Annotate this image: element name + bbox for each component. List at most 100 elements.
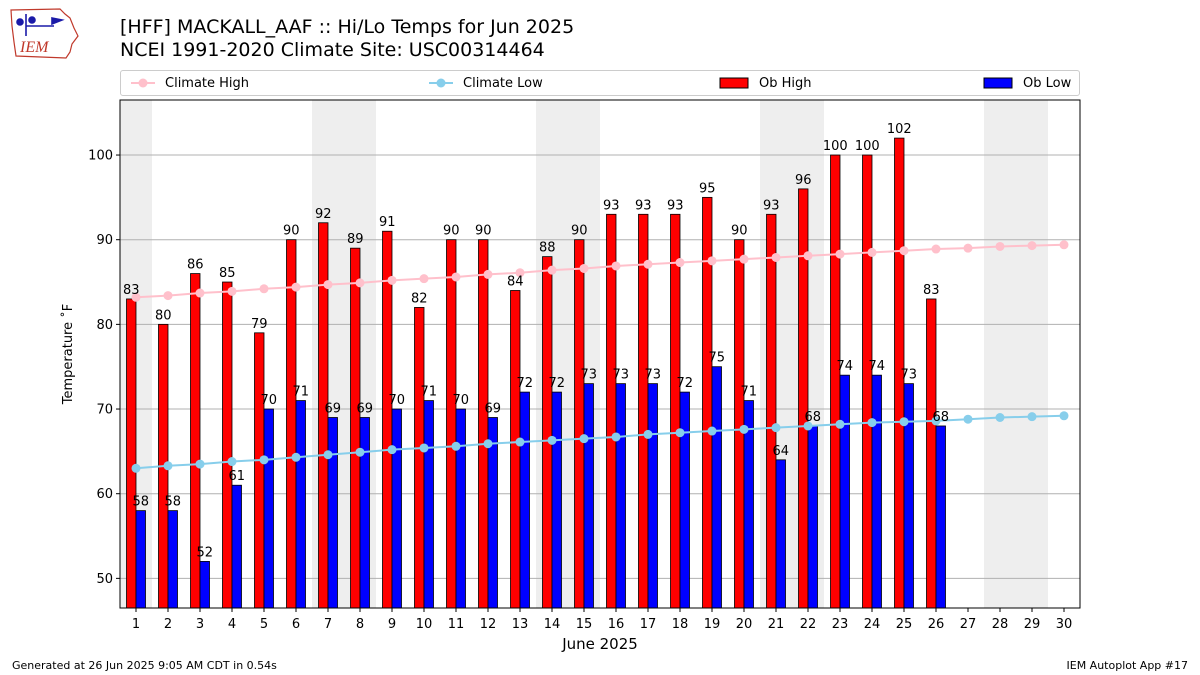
ob-high-bar <box>670 213 681 609</box>
ob-low-value-label: 71 <box>292 385 309 400</box>
climate-high-point <box>995 241 1005 251</box>
ob-high-value-label: 93 <box>603 198 620 213</box>
legend-climate-low: Climate Low <box>429 71 543 95</box>
y-tick-label: 60 <box>96 487 113 502</box>
climate-low-point <box>259 455 269 465</box>
ob-high-bar <box>510 290 521 609</box>
climate-high-point <box>963 243 973 253</box>
title-line-2: NCEI 1991-2020 Climate Site: USC00314464 <box>120 39 545 61</box>
legend-ob-low-label: Ob Low <box>1023 75 1072 91</box>
x-tick-label: 16 <box>608 617 625 632</box>
ob-high-value-label: 80 <box>155 308 172 323</box>
ob-low-value-label: 69 <box>356 402 373 417</box>
x-tick-label: 17 <box>640 617 657 632</box>
ob-high-value-label: 84 <box>507 275 524 290</box>
climate-high-point <box>611 261 621 271</box>
ob-high-bar <box>446 239 457 609</box>
climate-low-point <box>707 426 717 436</box>
x-tick-label: 11 <box>448 617 465 632</box>
iem-logo: IEM <box>10 8 79 59</box>
ob-high-bar <box>734 239 745 609</box>
legend-climate-high: Climate High <box>131 71 249 95</box>
x-tick-label: 25 <box>896 617 913 632</box>
ob-low-bar <box>871 374 882 609</box>
ob-high-value-label: 90 <box>571 224 588 239</box>
ob-low-value-label: 52 <box>196 545 213 560</box>
ob-low-bar <box>711 366 722 609</box>
climate-low-point <box>675 428 685 438</box>
climate-high-point <box>323 280 333 290</box>
ob-high-bar <box>126 298 137 609</box>
ob-high-value-label: 91 <box>379 215 396 230</box>
climate-high-point <box>419 274 429 284</box>
ob-high-value-label: 86 <box>187 258 204 273</box>
ob-high-bar <box>606 213 617 609</box>
climate-low-point <box>547 435 557 445</box>
climate-low-point <box>803 421 813 431</box>
climate-high-line <box>135 243 1065 299</box>
ob-high-bar <box>926 298 937 609</box>
ob-low-value-label: 68 <box>804 410 821 425</box>
y-tick-label: 70 <box>96 403 113 418</box>
ob-low-value-label: 64 <box>772 444 789 459</box>
ob-high-value-label: 93 <box>763 198 780 213</box>
ob-low-value-label: 69 <box>324 402 341 417</box>
climate-high-point <box>547 265 557 275</box>
ob-low-bar <box>455 408 466 609</box>
climate-low-point <box>419 443 429 453</box>
climate-low-point <box>771 423 781 433</box>
ob-high-value-label: 85 <box>219 266 236 281</box>
ob-high-bar <box>574 239 585 609</box>
climate-low-line-icon <box>429 78 453 88</box>
legend-ob-low: Ob Low <box>983 71 1071 95</box>
x-tick-label: 21 <box>768 617 785 632</box>
ob-high-bar <box>382 230 393 609</box>
climate-low-point <box>163 461 173 471</box>
ob-low-bar <box>423 400 434 609</box>
ob-low-bar <box>679 391 690 609</box>
ob-low-bar <box>199 561 210 609</box>
ob-high-value-label: 92 <box>315 207 332 222</box>
climate-low-point <box>227 457 237 467</box>
ob-high-value-label: 100 <box>823 139 848 154</box>
x-tick-label: 24 <box>864 617 881 632</box>
ob-high-bar <box>862 154 873 609</box>
x-tick-label: 20 <box>736 617 753 632</box>
x-tick-label: 9 <box>388 617 396 632</box>
climate-high-point <box>131 292 141 302</box>
ob-high-value-label: 95 <box>699 181 716 196</box>
ob-low-bar <box>295 400 306 609</box>
ob-high-bar <box>542 256 553 609</box>
climate-high-point <box>387 275 397 285</box>
climate-high-point <box>1027 241 1037 251</box>
climate-low-point <box>995 413 1005 422</box>
x-tick-label: 8 <box>356 617 364 632</box>
ob-high-value-label: 96 <box>795 173 812 188</box>
ob-high-value-label: 82 <box>411 291 428 306</box>
climate-low-point <box>387 445 397 455</box>
x-tick-label: 15 <box>576 617 593 632</box>
climate-low-point <box>451 441 461 451</box>
ob-low-value-label: 58 <box>132 495 149 510</box>
climate-low-point <box>483 439 493 449</box>
ob-high-bar <box>254 332 265 609</box>
climate-low-point <box>611 432 621 442</box>
weather-station-icon <box>16 14 65 36</box>
climate-high-point <box>451 272 461 282</box>
ob-high-swatch-icon <box>719 77 749 89</box>
footer-app: IEM Autoplot App #17 <box>1066 659 1189 672</box>
climate-high-line-icon <box>131 78 155 88</box>
ob-low-bar <box>551 391 562 609</box>
climate-low-point <box>963 414 973 424</box>
ob-low-bar <box>935 425 946 609</box>
x-tick-label: 14 <box>544 617 561 632</box>
ob-low-value-label: 74 <box>868 359 885 374</box>
ob-high-value-label: 90 <box>475 224 492 239</box>
iowa-state-outline <box>10 8 79 59</box>
climate-low-point <box>931 416 941 426</box>
legend: Climate High Climate Low Ob High Ob Low <box>120 70 1080 96</box>
x-tick-label: 29 <box>1024 617 1041 632</box>
ob-high-bar <box>766 213 777 609</box>
ob-low-value-label: 71 <box>740 385 757 400</box>
